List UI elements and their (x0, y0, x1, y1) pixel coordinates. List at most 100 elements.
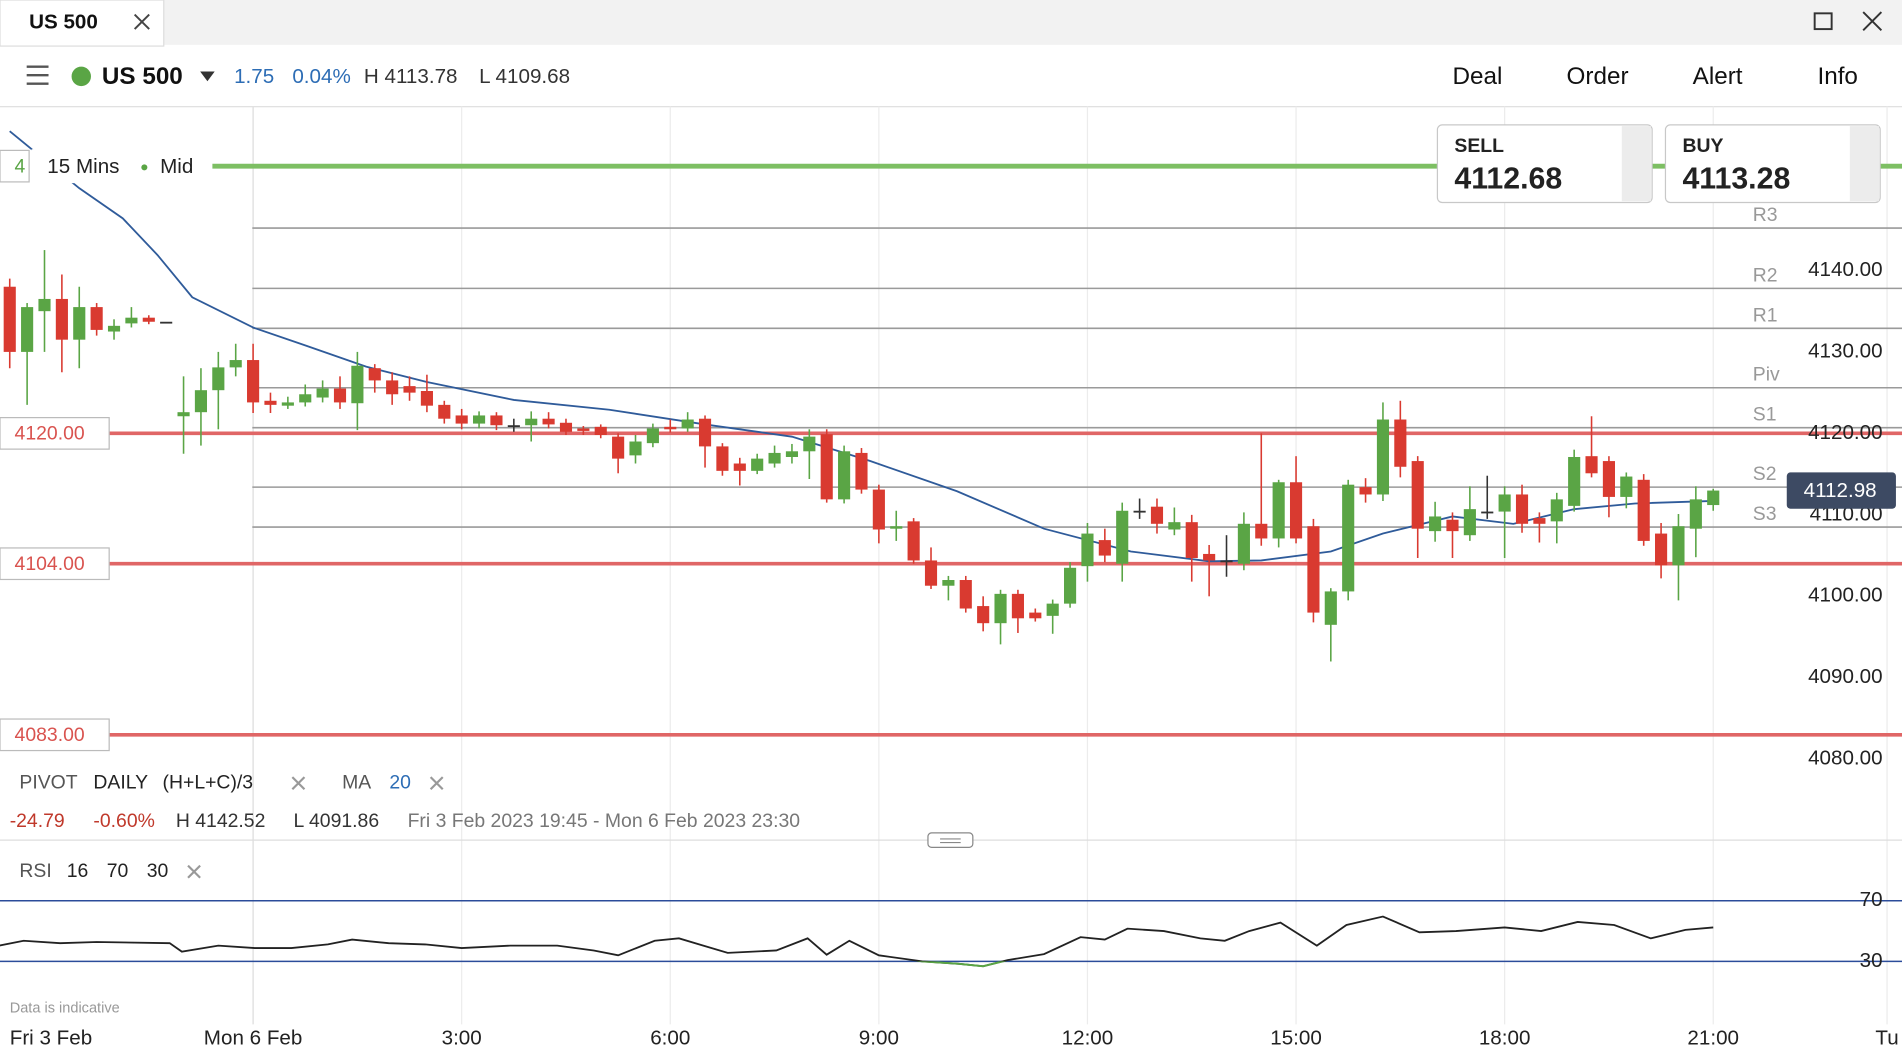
x-tick-label: 21:00 (1687, 1026, 1739, 1049)
candle-body (507, 425, 520, 428)
sell-button-edge (1621, 126, 1651, 202)
change: 1.75 (234, 65, 274, 88)
candle-body (1672, 526, 1685, 566)
candle-body (1046, 603, 1059, 616)
menu-button[interactable]: Order (1567, 63, 1629, 90)
candle-body (751, 458, 764, 471)
x-tick-label: 3:00 (442, 1026, 482, 1049)
remove-indicator[interactable] (291, 776, 306, 790)
candle-body (924, 560, 938, 586)
candle-body (1620, 476, 1633, 497)
candle-body (612, 436, 625, 459)
x-tick-label: Tu (1875, 1026, 1898, 1049)
candle-body (959, 580, 972, 609)
x-tick-label: 9:00 (859, 1026, 899, 1049)
candle-body (403, 386, 416, 393)
candle-body (1168, 522, 1181, 530)
candle-body (194, 390, 208, 413)
candle-body (1150, 506, 1164, 524)
candle-body (838, 451, 851, 500)
buy-button[interactable] (1664, 124, 1881, 204)
candle-body (1585, 456, 1598, 474)
sell-button[interactable] (1436, 124, 1653, 204)
candle-body (420, 391, 433, 406)
tab[interactable] (0, 0, 165, 47)
candle-body (281, 402, 294, 406)
price-pane: R3 R2 R1 Piv S1 S2 S3 (3, 130, 1902, 737)
candle-body (803, 436, 816, 452)
instrument[interactable]: US 500 (102, 63, 183, 90)
rsi-param: 30 (147, 860, 169, 882)
remove-indicator[interactable] (187, 864, 201, 879)
last-price: 4112.98 (1804, 479, 1877, 502)
candle-body (907, 521, 920, 561)
x-tick-label: Fri 3 Feb (10, 1026, 92, 1049)
period-change: -24.79 (10, 810, 65, 832)
indicator-name: PIVOT (19, 771, 77, 793)
level-label-box (0, 417, 110, 450)
period-change-pct: -0.60% (93, 810, 154, 832)
candle-body (1081, 533, 1094, 567)
candle-body (299, 394, 312, 403)
remove-indicator[interactable] (429, 776, 444, 790)
candle-body (698, 418, 712, 447)
candle-body (3, 286, 16, 352)
candle-body (490, 415, 503, 426)
period-high: H 4142.52 (176, 810, 266, 832)
candle-body (1376, 419, 1390, 495)
candle-body (90, 307, 103, 330)
instrument-dropdown[interactable] (200, 71, 215, 82)
green-level-box (0, 149, 30, 183)
tab-close[interactable] (133, 13, 150, 30)
y-tick-label: 4130.00 (1808, 339, 1883, 362)
menu-button[interactable]: Deal (1453, 63, 1503, 90)
tab-bar (0, 0, 1902, 45)
separator-dot (141, 164, 148, 171)
rsi-param: 70 (107, 860, 129, 882)
menu-button[interactable]: Info (1817, 63, 1857, 90)
candle-body (21, 307, 34, 352)
day-high: H 4113.78 (364, 65, 458, 88)
candle-body (247, 360, 260, 403)
candle-body (1185, 522, 1198, 559)
candle-body (1307, 526, 1320, 613)
candle-body (1272, 482, 1285, 539)
level-label: 4120.00 (15, 423, 85, 445)
candle-body (125, 317, 138, 324)
candle-body (1602, 461, 1615, 497)
chart-layer: Fri 3 Feb Mon 6 Feb 3:00 6:00 9:00 12:00 15:00… (0, 106, 1902, 1049)
candle-body (785, 451, 799, 457)
sell-label: SELL (1454, 135, 1504, 157)
y-tick-label: 4100.00 (1808, 584, 1883, 607)
menu-icon[interactable] (26, 65, 49, 85)
resize-handle[interactable] (927, 832, 974, 849)
candle-body (1289, 482, 1303, 539)
rsi-line-oversold (915, 961, 1007, 968)
close-window[interactable] (1862, 11, 1883, 31)
candle-body (1515, 494, 1529, 524)
rsi-tick-label: 70 (1860, 888, 1883, 911)
pivot-label: Piv (1753, 364, 1780, 386)
candle-body (1029, 612, 1042, 619)
candle-body (1411, 461, 1424, 529)
candle-body (1064, 567, 1077, 604)
candle-body (1116, 510, 1129, 564)
candle-body (1568, 456, 1581, 506)
maximize[interactable] (1813, 12, 1833, 31)
candle-body (1011, 593, 1024, 619)
candle-body (1533, 518, 1546, 524)
candle-body (351, 365, 364, 404)
candle-body (1394, 419, 1407, 467)
candle-body (646, 428, 659, 444)
buy-label: BUY (1682, 135, 1723, 157)
x-tick-label: 6:00 (650, 1026, 690, 1049)
candle-body (664, 426, 677, 430)
candle-body (1707, 490, 1720, 506)
candle-body (681, 419, 694, 429)
candle-body (55, 298, 68, 340)
menu-button[interactable]: Alert (1693, 63, 1743, 90)
candle-body (525, 418, 538, 426)
change-pct: 0.04% (292, 65, 350, 88)
candle-body (386, 380, 399, 395)
level-label-box (0, 547, 110, 581)
